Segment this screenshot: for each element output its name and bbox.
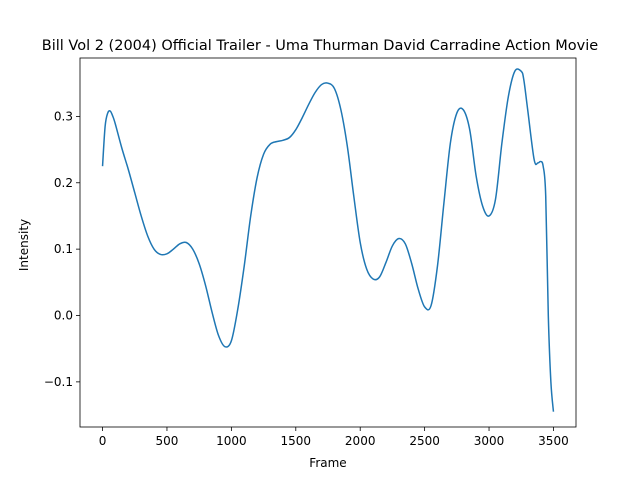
- plot-area-frame: [79, 57, 577, 428]
- y-axis-ticks: −0.1 0.0 0.1 0.2 0.3: [44, 109, 80, 389]
- intensity-series-line: [101, 68, 555, 412]
- x-tick-label: 3000: [474, 434, 505, 448]
- x-tick-label: 0: [99, 434, 107, 448]
- y-axis-label: Intensity: [17, 219, 31, 271]
- y-tick-label: 0.3: [54, 109, 73, 123]
- x-tick-label: 2500: [409, 434, 440, 448]
- y-tick-label: 0.0: [54, 309, 73, 323]
- x-axis-label: Frame: [309, 456, 346, 470]
- x-tick-label: 1000: [216, 434, 247, 448]
- y-tick-label: −0.1: [44, 375, 73, 389]
- x-tick-label: 500: [156, 434, 179, 448]
- chart-title: Bill Vol 2 (2004) Official Trailer - Uma…: [42, 38, 599, 54]
- y-tick-label: 0.1: [54, 242, 73, 256]
- x-tick-label: 2000: [345, 434, 376, 448]
- x-tick-label: 3500: [538, 434, 569, 448]
- x-tick-label: 1500: [281, 434, 312, 448]
- x-axis-ticks: 0 500 1000 1500 2000 2500 3000 3500: [99, 427, 569, 448]
- y-tick-label: 0.2: [54, 176, 73, 190]
